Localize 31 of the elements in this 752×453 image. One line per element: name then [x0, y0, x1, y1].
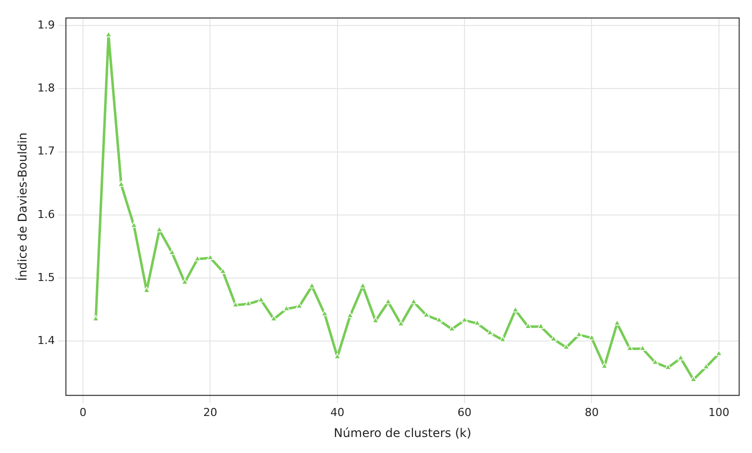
point [258, 296, 265, 302]
x-tick-label: 100 [708, 406, 730, 419]
point [486, 329, 494, 336]
x-tick-label: 40 [330, 406, 344, 419]
point [398, 320, 404, 326]
y-tick-label: 1.9 [37, 18, 55, 32]
point [524, 322, 532, 329]
point [410, 298, 418, 304]
point [384, 298, 392, 304]
x-axis-title: Número de clusters (k) [334, 426, 472, 440]
y-tick-label: 1.5 [37, 270, 55, 284]
y-tick-label: 1.6 [37, 208, 55, 221]
y-tick-label: 1.7 [37, 144, 55, 158]
point [499, 336, 506, 342]
point [588, 334, 596, 340]
point [372, 317, 379, 324]
point [283, 305, 290, 312]
point [614, 320, 621, 326]
point [715, 350, 722, 356]
y-tick-label: 1.4 [37, 334, 55, 347]
y-axis-title: Índice de Davies-Bouldin [14, 132, 30, 281]
point [461, 316, 468, 322]
point [537, 322, 544, 329]
x-tick-label: 0 [80, 406, 87, 419]
x-tick-label: 80 [584, 406, 599, 419]
y-tick-label: 1.8 [37, 82, 55, 95]
point [206, 254, 214, 260]
point [474, 320, 481, 326]
x-tick-label: 60 [458, 406, 472, 419]
x-tick-label: 20 [203, 406, 218, 419]
point [232, 301, 240, 308]
